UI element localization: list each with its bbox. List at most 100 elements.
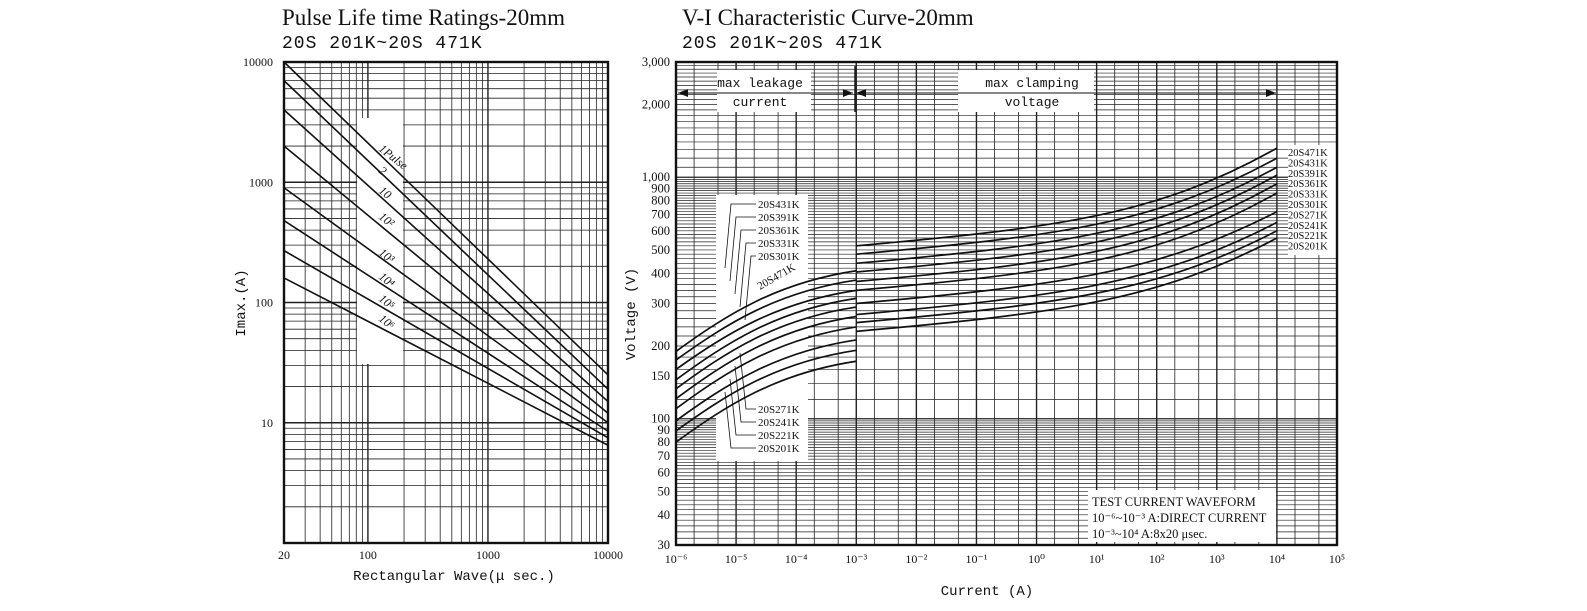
leakage-curve <box>675 315 857 400</box>
clamp-annotation-line2: voltage <box>1005 95 1060 110</box>
clamp-arrow-right <box>1266 89 1276 97</box>
pulse-series-line <box>283 61 609 376</box>
vi-x-tick-label: 10⁻³ <box>845 552 867 566</box>
vi-plot-frame <box>674 60 1339 547</box>
pulse-label-band <box>357 118 403 364</box>
clamp-curve <box>856 237 1278 333</box>
vi-y-tick-label: 300 <box>651 297 670 311</box>
leakage-curve <box>675 306 857 390</box>
vi-y-tick-label: 800 <box>651 194 670 208</box>
vi-x-tick-label: 10³ <box>1209 552 1225 566</box>
vi-y-tick-label: 80 <box>658 435 671 449</box>
pulse-chart-subtitle: 20S 201K~20S 471K <box>282 34 483 54</box>
leakage-curve <box>675 279 857 361</box>
leakage-series-label: 20S271K <box>758 404 800 416</box>
leakage-leader-line <box>744 255 756 321</box>
vi-y-tick-label: 50 <box>658 484 671 498</box>
pulse-series-line <box>283 249 609 439</box>
leakage-curve <box>675 349 857 432</box>
clamp-curve <box>856 221 1278 316</box>
pulse-series-line <box>283 109 609 403</box>
leakage-leader-line <box>739 352 756 410</box>
vi-x-tick-label: 10⁵ <box>1329 552 1345 566</box>
waveform-box <box>1088 490 1276 542</box>
pulse-series-line <box>283 277 609 446</box>
clamp-series-label: 20S361K <box>1288 179 1328 190</box>
leakage-leader-line <box>734 229 756 295</box>
leakage-leader-line <box>724 203 756 269</box>
clamp-curve <box>856 230 1278 324</box>
leakage-leader-line <box>724 391 756 449</box>
leakage-leader-line <box>729 378 756 436</box>
vi-y-tick-label: 500 <box>651 243 670 257</box>
pulse-y-axis-label: Imax.(A) <box>234 269 250 336</box>
leakage-annotation-line2: current <box>733 95 788 110</box>
vi-x-tick-label: 10⁰ <box>1028 552 1045 566</box>
leakage-leader-line <box>729 216 756 282</box>
pulse-chart-title: Pulse Life time Ratings-20mm <box>282 5 565 30</box>
vi-x-tick-label: 10⁻² <box>905 552 927 566</box>
leakage-arrow-left <box>678 89 688 97</box>
pulse-y-tick-label: 10000 <box>243 55 273 69</box>
leakage-curve <box>675 326 857 410</box>
leakage-series-label: 20S241K <box>758 417 800 429</box>
waveform-title: TEST CURRENT WAVEFORM <box>1092 495 1256 509</box>
clamp-annotation-line1: max clamping <box>985 76 1079 91</box>
vi-y-tick-label: 700 <box>651 208 670 222</box>
vi-x-tick-label: 10² <box>1149 552 1165 566</box>
leakage-series-label: 20S361K <box>758 225 800 237</box>
clamp-series-label: 20S201K <box>1288 242 1328 253</box>
leakage-curve <box>675 269 857 353</box>
clamp-series-label: 20S241K <box>1288 221 1328 232</box>
clamp-curve <box>856 174 1278 273</box>
clamp-series-label: 20S431K <box>1288 158 1328 169</box>
clamp-curve <box>856 147 1278 247</box>
leakage-label-box <box>716 195 808 461</box>
vi-y-tick-label: 60 <box>658 465 671 479</box>
pulse-series-line <box>283 219 609 432</box>
vi-y-tick-label: 30 <box>658 538 671 552</box>
pulse-x-tick-label: 20 <box>278 548 290 562</box>
vi-y-tick-label: 600 <box>651 224 670 238</box>
clamp-curve <box>856 192 1278 292</box>
leakage-curve <box>675 289 857 371</box>
vi-x-tick-label: 10⁻⁵ <box>725 552 748 566</box>
leakage-curve <box>675 339 857 422</box>
leakage-leader-line <box>739 242 756 308</box>
leakage-annotation-line1: max leakage <box>717 76 803 91</box>
pulse-series-line <box>283 145 609 414</box>
clamp-series-label: 20S391K <box>1288 169 1328 180</box>
leakage-annotation-box <box>717 70 811 112</box>
pulse-series-line <box>283 187 609 424</box>
pulse-y-tick-label: 10 <box>261 416 273 430</box>
leakage-series-label: 20S221K <box>758 430 800 442</box>
leakage-curve <box>675 360 857 443</box>
clamp-series-label: 20S271K <box>1288 210 1328 221</box>
clamp-curve <box>856 157 1278 256</box>
clamp-curve <box>856 182 1278 283</box>
vi-y-tick-label: 3,000 <box>642 55 670 69</box>
leakage-leader-line <box>734 365 756 423</box>
pulse-plot-frame <box>282 60 610 545</box>
clamp-curve <box>856 210 1278 305</box>
leakage-arrow-right <box>843 89 853 97</box>
pulse-x-axis-label: Rectangular Wave(μ sec.) <box>353 569 555 585</box>
vi-y-tick-label: 900 <box>651 181 670 195</box>
clamp-curve <box>856 166 1278 265</box>
vi-x-tick-label: 10⁻¹ <box>965 552 987 566</box>
vi-characteristic-chart: max leakage current max clamping voltage 20S… <box>624 55 1345 600</box>
vi-y-tick-label: 150 <box>651 369 670 383</box>
vi-chart-subtitle: 20S 201K~20S 471K <box>682 34 883 54</box>
leakage-series-label: 20S301K <box>758 251 800 263</box>
pulse-x-tick-label: 1000 <box>476 548 500 562</box>
clamp-arrow-left <box>856 89 866 97</box>
vi-x-axis-label: Current (A) <box>941 584 1033 600</box>
leakage-curve <box>675 297 857 381</box>
leakage-series-label: 20S431K <box>758 199 800 211</box>
vi-chart-title: V-I Characteristic Curve-20mm <box>682 5 974 30</box>
vi-x-tick-label: 10⁴ <box>1269 552 1285 566</box>
vi-y-tick-label: 40 <box>658 508 671 522</box>
leakage-series-label: 20S331K <box>758 238 800 250</box>
